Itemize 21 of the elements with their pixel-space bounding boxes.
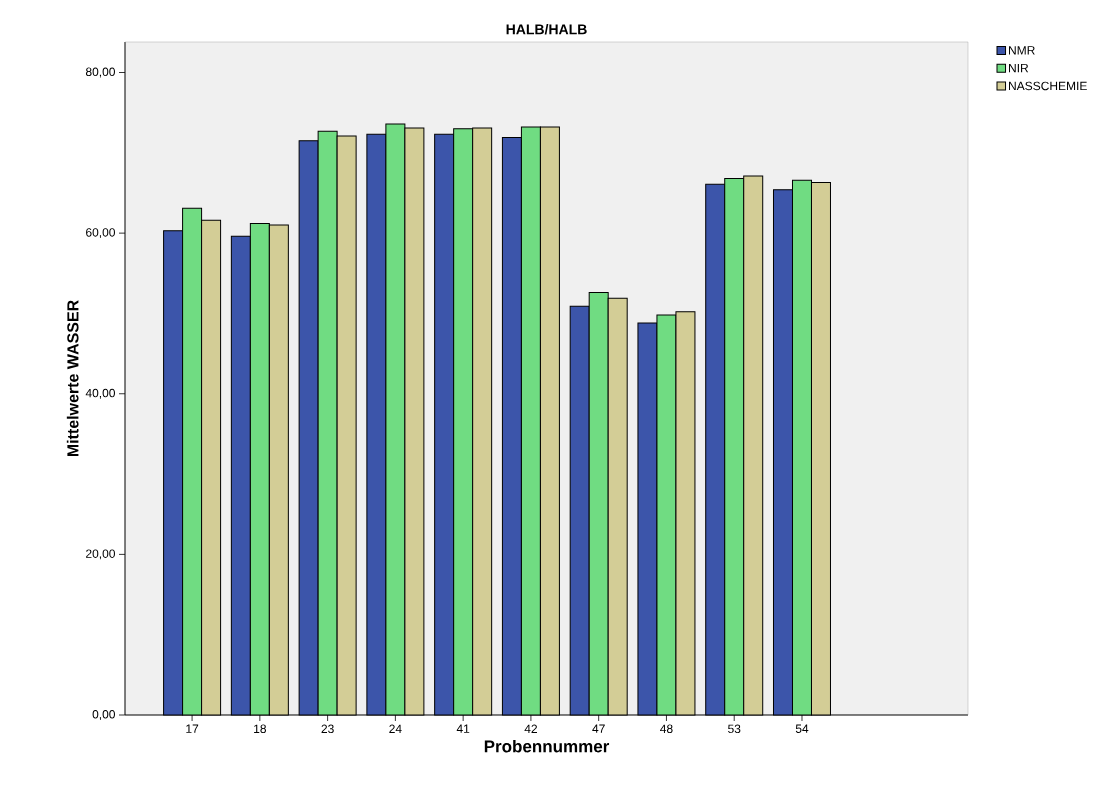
x-tick-label: 54 — [795, 724, 809, 733]
x-tick-label: 53 — [728, 724, 741, 734]
y-axis-title: Mittelwerte WASSER — [66, 300, 79, 457]
legend-label: NMR — [1009, 46, 1035, 55]
x-tick-label: 42 — [524, 724, 537, 733]
x-tick-label: 41 — [456, 724, 470, 733]
y-tick-label: 20,00 — [86, 549, 115, 560]
y-tick-label: 40,00 — [85, 388, 115, 399]
chart-title: HALB/HALB — [506, 24, 587, 35]
legend-label: NIR — [1009, 63, 1029, 73]
y-tick-label: 0,00 — [92, 710, 115, 720]
legend-label: NASSCHEMIE — [1009, 81, 1087, 91]
y-tick-label: 80,00 — [85, 67, 115, 78]
x-tick-label: 23 — [321, 724, 334, 734]
x-tick-label: 24 — [389, 724, 402, 733]
x-tick-label: 17 — [186, 724, 199, 733]
y-tick-label: 60,00 — [86, 228, 115, 239]
x-tick-label: 47 — [592, 724, 605, 733]
x-tick-label: 48 — [660, 724, 673, 734]
x-axis-title: Probennummer — [484, 739, 610, 753]
x-tick-label: 18 — [254, 724, 266, 734]
